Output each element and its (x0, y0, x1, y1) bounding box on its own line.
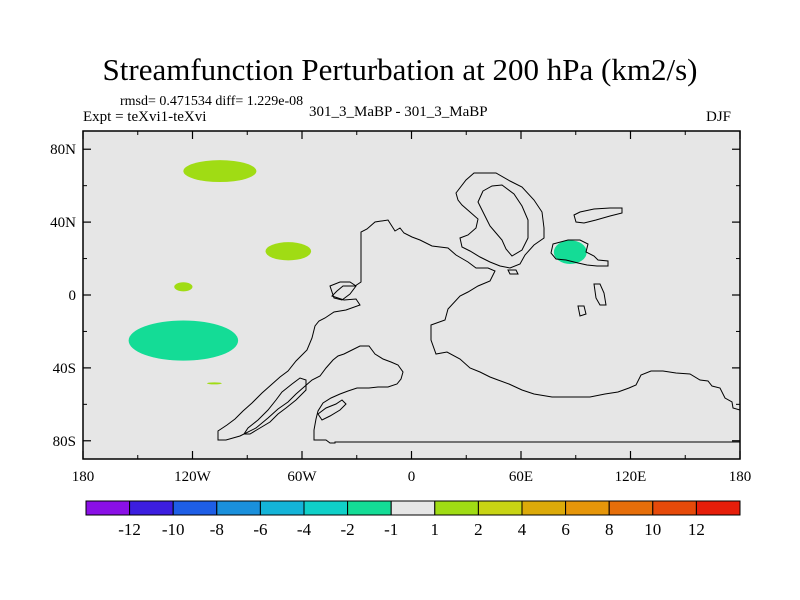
colorbar-swatch (347, 500, 392, 516)
y-tick-label: 40S (53, 361, 76, 377)
coastline-2 (477, 184, 529, 257)
coastline-7 (329, 281, 357, 301)
x-tick-label: 120W (174, 469, 212, 485)
season-label: DJF (706, 109, 732, 125)
colorbar-swatch (565, 500, 610, 516)
colorbar-swatch (390, 500, 436, 516)
x-tick-label: 0 (408, 469, 416, 485)
colorbar-label: 10 (644, 520, 661, 539)
colorbar-label: 6 (561, 520, 570, 539)
coastline-10 (317, 399, 347, 421)
x-tick-label: 180 (72, 469, 95, 485)
coastline-3 (573, 207, 623, 224)
stats-line: rmsd= 0.471534 diff= 1.229e-08 (120, 94, 304, 109)
colorbar-swatch (85, 500, 131, 516)
y-tick-label: 0 (69, 288, 77, 304)
chart-title: Streamfunction Perturbation at 200 hPa (… (102, 52, 698, 87)
x-tick-label: 180 (729, 469, 752, 485)
colorbar-swatch (129, 500, 174, 516)
coastlines (217, 172, 741, 444)
colorbar-swatch (652, 500, 697, 516)
coastline-5 (593, 283, 607, 306)
colorbar-label: -10 (162, 520, 185, 539)
anomaly-equatorial-pacific-positive (174, 282, 193, 292)
colorbar-swatch (172, 500, 218, 516)
anomaly-central-pacific-positive (265, 242, 312, 261)
colorbar-label: 2 (474, 520, 483, 539)
colorbar-swatch (259, 500, 305, 516)
colorbar-label: 1 (431, 520, 440, 539)
coastline-4 (550, 239, 609, 267)
plot-background (83, 131, 740, 459)
colorbar-label: -8 (210, 520, 224, 539)
colorbar-swatch (608, 500, 654, 516)
coastline-8 (507, 269, 519, 275)
case-label: 301_3_MaBP - 301_3_MaBP (309, 104, 488, 120)
y-tick-label: 80N (50, 142, 76, 158)
coastline-9 (243, 377, 307, 435)
y-tick-label: 80S (53, 434, 76, 450)
colorbar-label: 12 (688, 520, 705, 539)
anomaly-southeast-pacific-negative (128, 320, 239, 361)
colorbar-swatch (434, 500, 479, 516)
colorbar-swatch (216, 500, 261, 516)
experiment-label: Expt = teXvi1-teXvi (83, 109, 207, 125)
colorbar-swatch (303, 500, 349, 516)
x-tick-label: 120E (615, 469, 647, 485)
colorbar-label: -12 (118, 520, 141, 539)
colorbar-label: 8 (605, 520, 614, 539)
colorbar-label: -6 (253, 520, 267, 539)
coastline-1 (455, 172, 545, 269)
colorbar-label: 4 (518, 520, 527, 539)
anomaly-south-pacific-small-positive (207, 382, 222, 385)
colorbar-swatch (477, 500, 523, 516)
coastline-6 (577, 305, 587, 317)
anomaly-north-pacific-positive (183, 160, 257, 183)
colorbar-label: -4 (297, 520, 312, 539)
x-tick-label: 60W (287, 469, 317, 485)
colorbar-swatch (695, 500, 741, 516)
colorbar-swatch (521, 500, 567, 516)
y-tick-label: 40N (50, 215, 76, 231)
anomaly-tibet-negative (553, 240, 587, 265)
x-tick-label: 60E (509, 469, 533, 485)
coastline-0 (217, 219, 741, 444)
colorbar-label: -2 (341, 520, 355, 539)
colorbar-label: -1 (384, 520, 398, 539)
